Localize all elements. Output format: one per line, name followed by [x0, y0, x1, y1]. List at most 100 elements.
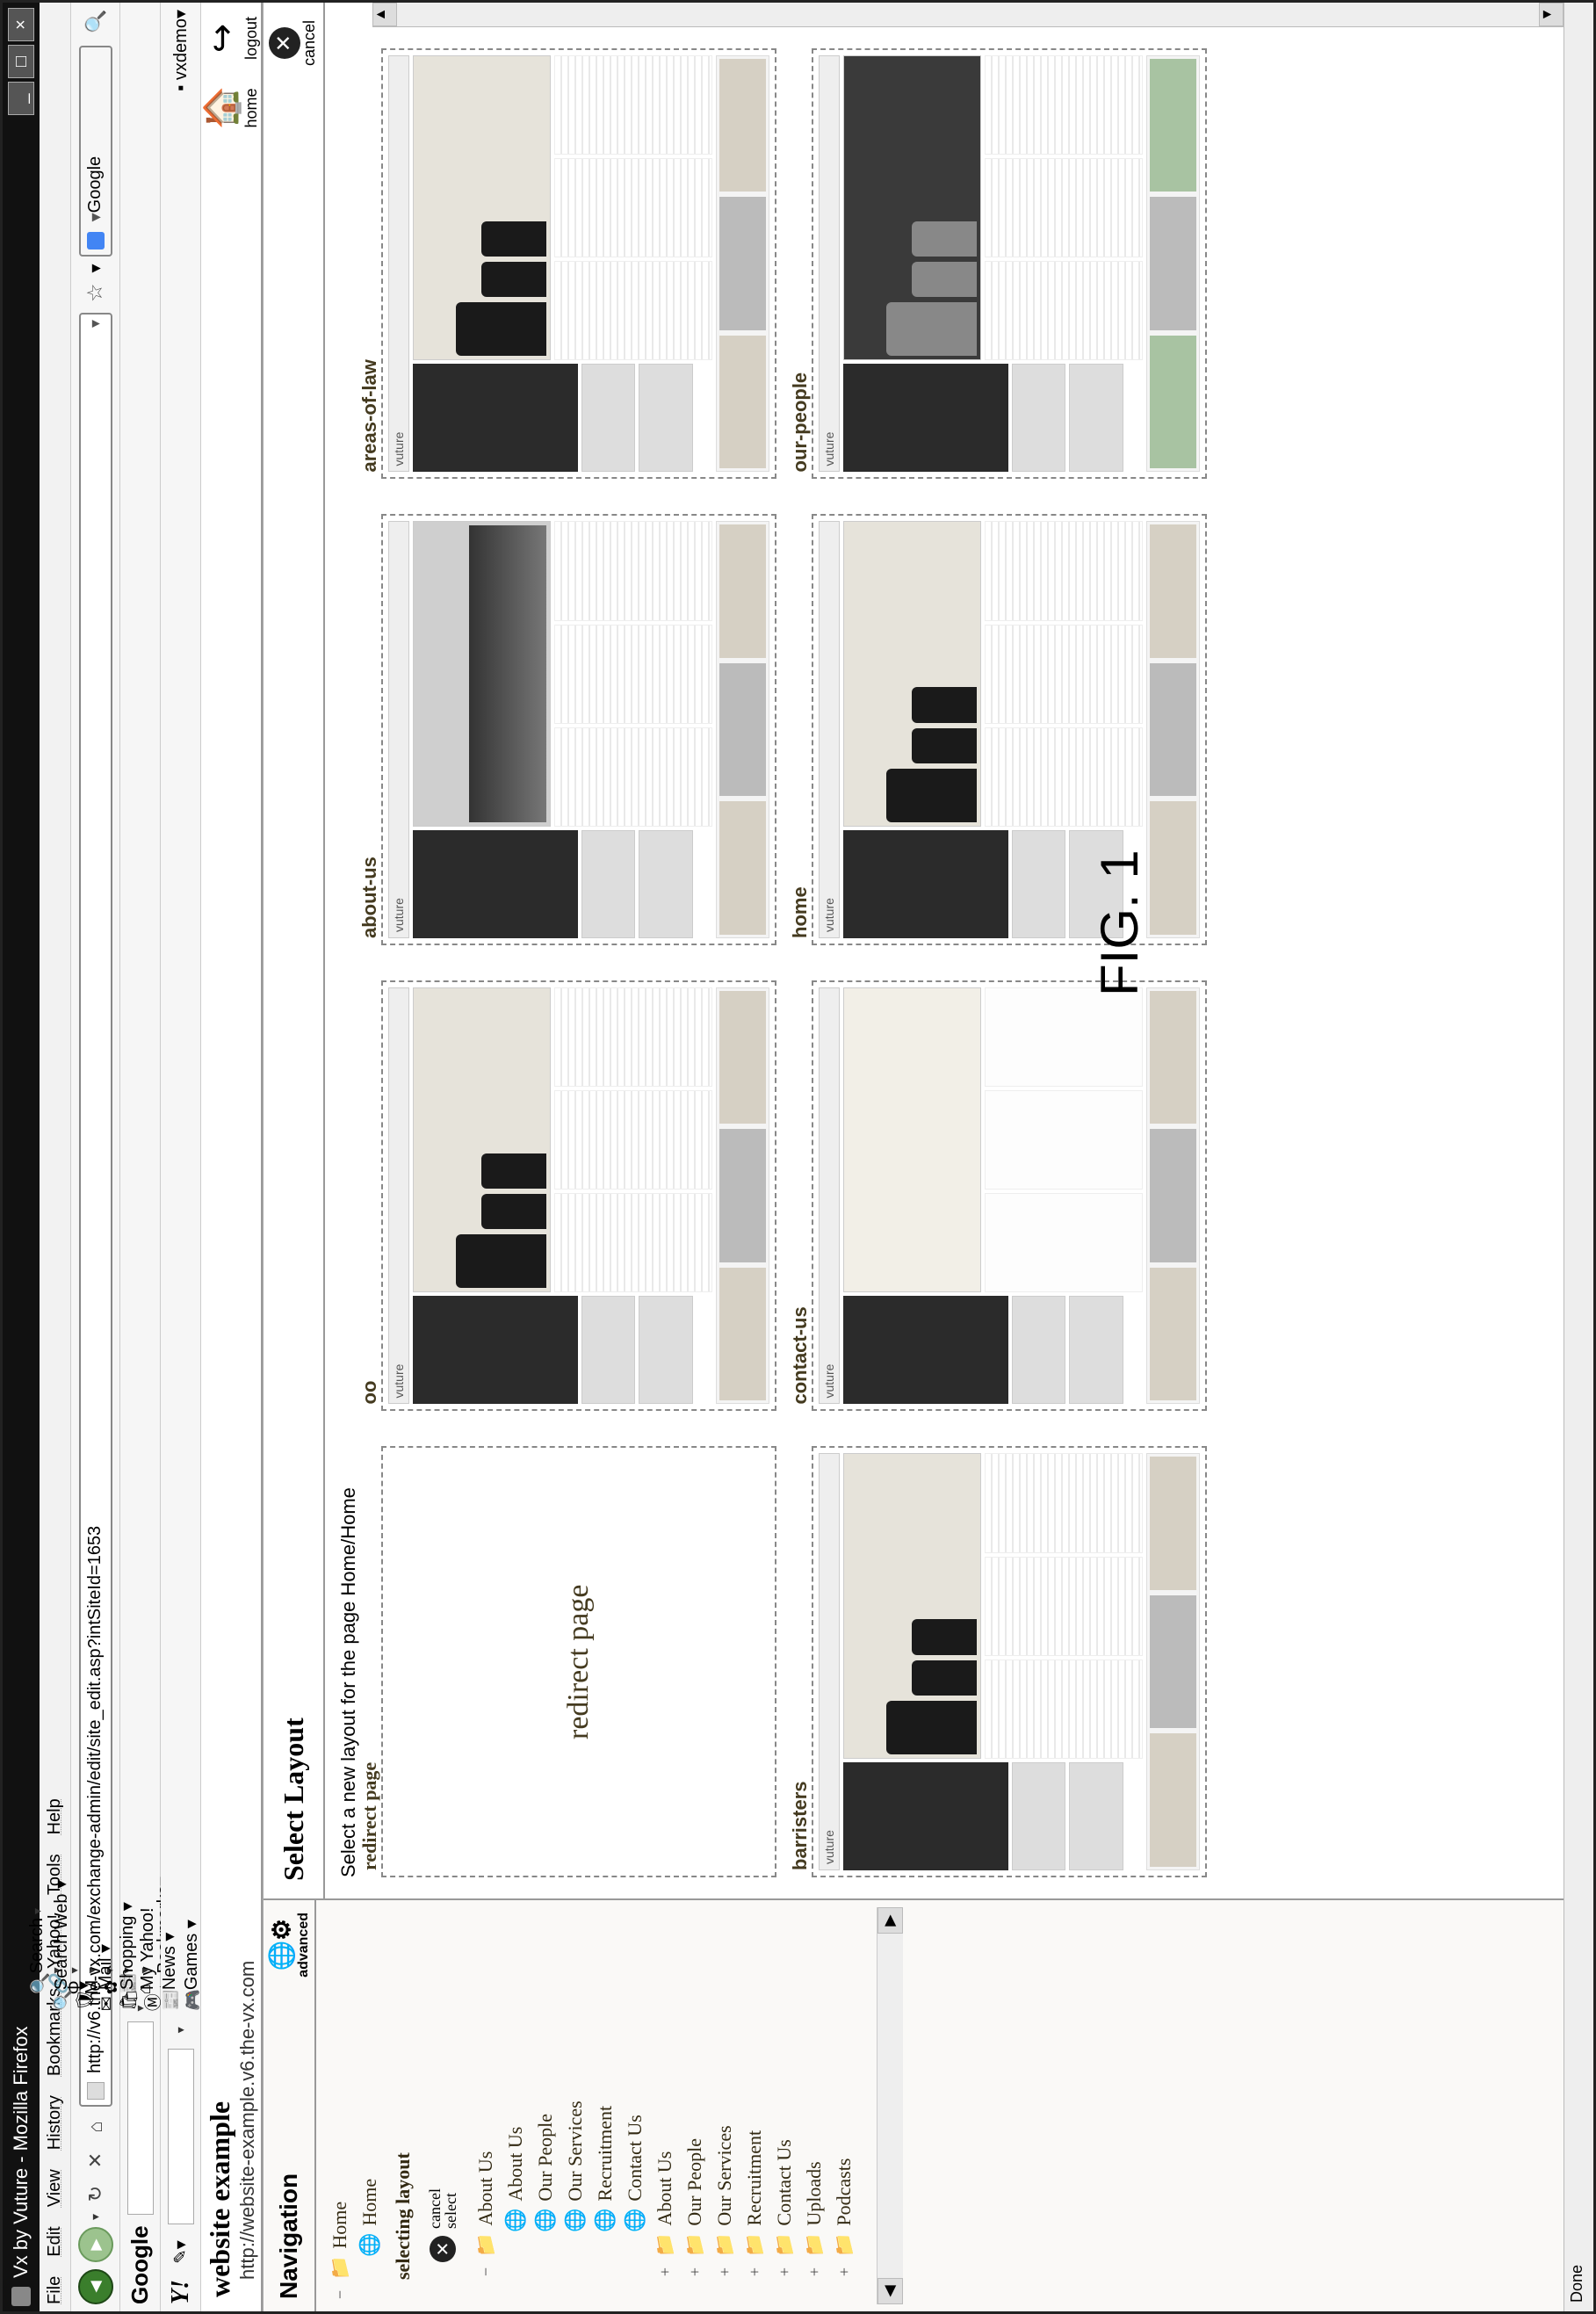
- toolbar-icon: 📰: [160, 1993, 177, 2011]
- toolbar-icon: 🛡: [74, 1993, 91, 2011]
- layout-thumbnail: vuture: [813, 982, 1205, 1410]
- yahoo-tb-item-4[interactable]: ⓂMy Yahoo!: [138, 1880, 158, 2011]
- world-icon: 🌐: [504, 2209, 527, 2232]
- tree-node-our-people[interactable]: 🌐Our People: [531, 1907, 560, 2304]
- layout-option-barristers[interactable]: barristersvuture: [812, 1447, 1207, 1878]
- layout-label: home: [789, 886, 812, 938]
- site-title: website example: [204, 1961, 236, 2297]
- yahoo-logo: Y!: [167, 2280, 195, 2304]
- expand-icon[interactable]: +: [805, 2264, 824, 2280]
- toolbar-icon: 🔍: [52, 1993, 69, 2011]
- layout-option-redirect-page[interactable]: redirect pageredirect page: [381, 1447, 776, 1878]
- expand-icon[interactable]: +: [656, 2264, 675, 2280]
- layout-label: oo: [358, 1381, 381, 1405]
- url-bar[interactable]: http://v6.the-vx.com/exchange-admin/edit…: [79, 313, 112, 2107]
- tree-node-recruitment[interactable]: 🌐Recruitment: [590, 1907, 620, 2304]
- thumb-logo: vuture: [388, 522, 409, 939]
- logout-action[interactable]: ↪ logout: [202, 17, 261, 60]
- toolbar-icon: 🛍: [118, 1993, 135, 2011]
- google-search-input[interactable]: [127, 2021, 154, 2215]
- tree-node-about-us[interactable]: +📁About Us: [650, 1907, 680, 2304]
- layout-option-oo[interactable]: oovuture: [381, 980, 776, 1412]
- yahoo-account[interactable]: ▪ vxdemo▾: [170, 10, 191, 91]
- menu-history[interactable]: History: [45, 2095, 65, 2150]
- main-scrollbar[interactable]: ▲▼: [372, 3, 1564, 27]
- tree-node-our-services[interactable]: 🌐Our Services: [560, 1907, 590, 2304]
- panel-title: Select Layout: [278, 1717, 310, 1881]
- bookmark-star-icon[interactable]: ☆: [83, 283, 108, 302]
- maximize-button[interactable]: □: [8, 45, 34, 78]
- menu-edit[interactable]: Edit: [45, 2226, 65, 2256]
- tree-node-home[interactable]: 🌐Home: [355, 1907, 385, 2304]
- home-action[interactable]: 🏠 home: [201, 86, 261, 130]
- layout-option-our-people[interactable]: our-peoplevuture: [812, 48, 1207, 480]
- layout-grid: redirect pageredirect pageoovutureabout-…: [372, 27, 1564, 1898]
- history-dropdown[interactable]: ▾: [88, 2214, 103, 2220]
- close-icon: ✕: [430, 2236, 456, 2262]
- back-button[interactable]: ◄: [78, 2269, 113, 2304]
- yahoo-tb-item-2[interactable]: ✉Mail ▾: [94, 1880, 116, 2011]
- tree-node-uploads[interactable]: +📁Uploads: [799, 1907, 829, 2304]
- reload-button[interactable]: ↻: [83, 2180, 109, 2207]
- search-go-icon[interactable]: 🔍: [84, 10, 107, 33]
- thumb-logo: vuture: [819, 1454, 840, 1871]
- layout-option-about-us[interactable]: about-usvuture: [381, 515, 776, 946]
- tree-node-contact-us[interactable]: +📁Contact Us: [769, 1907, 799, 2304]
- tree-horizontal-scrollbar[interactable]: ◄►: [877, 1907, 903, 2304]
- google-logo: Google: [126, 2225, 154, 2304]
- url-dropdown[interactable]: ▾: [86, 320, 105, 328]
- folder-icon: 📁: [743, 2233, 766, 2257]
- yahoo-tb-item-0[interactable]: 🔍Search Web ▾: [50, 1880, 72, 2011]
- minimize-button[interactable]: _: [8, 82, 34, 115]
- expand-icon[interactable]: +: [746, 2264, 764, 2280]
- stop-button[interactable]: ✕: [83, 2147, 109, 2173]
- toolbar-icon: 🔍: [29, 1977, 47, 1994]
- layout-option-areas-of-law[interactable]: areas-of-lawvuture: [381, 48, 776, 480]
- layout-label: redirect page: [358, 1762, 381, 1870]
- cancel-select-button[interactable]: ✕cancelselect: [422, 1907, 471, 2304]
- layout-thumbnail: vuture: [813, 1449, 1205, 1877]
- google-tb-item-0[interactable]: 🔍Search ▾: [27, 1867, 47, 1994]
- menu-file[interactable]: File: [45, 2276, 65, 2304]
- figure-caption: FIG. 1: [1089, 850, 1150, 996]
- expand-icon[interactable]: +: [776, 2264, 794, 2280]
- close-icon: ✕: [269, 27, 300, 59]
- home-icon: 🏠: [201, 86, 242, 130]
- yahoo-tb-item-3[interactable]: 🛍Shopping ▾: [116, 1880, 138, 2011]
- layout-option-contact-us[interactable]: contact-usvuture: [812, 980, 1207, 1412]
- menu-view[interactable]: View: [45, 2169, 65, 2207]
- tree-node-our-people[interactable]: +📁Our People: [680, 1907, 710, 2304]
- tree-node-podcasts[interactable]: +📁Podcasts: [829, 1907, 859, 2304]
- expand-icon[interactable]: +: [686, 2264, 704, 2280]
- yahoo-tb-item-1[interactable]: 🛡▾: [72, 1880, 94, 2011]
- yahoo-edit-icon[interactable]: ✎▾: [170, 2240, 191, 2264]
- thumb-logo: vuture: [819, 55, 840, 473]
- cancel-button[interactable]: ✕ cancel: [269, 20, 319, 66]
- menu-help[interactable]: Help: [45, 1798, 65, 1834]
- tree-node-about-us[interactable]: 🌐About Us: [501, 1907, 531, 2304]
- folder-icon: 📁: [773, 2233, 796, 2257]
- expand-icon[interactable]: −: [477, 2264, 495, 2280]
- forward-button[interactable]: ►: [78, 2227, 113, 2262]
- tree-node-recruitment[interactable]: +📁Recruitment: [740, 1907, 769, 2304]
- expand-icon[interactable]: −: [331, 2287, 350, 2303]
- browser-search-box[interactable]: ▾ Google: [79, 46, 112, 257]
- yahoo-tb-item-5[interactable]: 📰News ▾: [158, 1880, 180, 2011]
- tree-node-our-services[interactable]: +📁Our Services: [710, 1907, 740, 2304]
- toolbar-icon: 🎮: [182, 1993, 199, 2011]
- navigation-sidebar: Navigation 🌐⚙ advanced −📁Home🌐Homeselect…: [264, 1898, 1564, 2311]
- tree-node-contact-us[interactable]: 🌐Contact Us: [620, 1907, 650, 2304]
- expand-icon[interactable]: +: [835, 2264, 854, 2280]
- expand-icon[interactable]: +: [716, 2264, 734, 2280]
- window-title: Vx by Vuture - Mozilla Firefox: [10, 2027, 32, 2279]
- browser-status-bar: Done: [1564, 3, 1593, 2311]
- tree-node-about-us[interactable]: −📁About Us: [471, 1907, 501, 2304]
- home-button[interactable]: ⌂: [83, 2114, 109, 2140]
- folder-icon: 📁: [474, 2233, 497, 2257]
- layout-label: areas-of-law: [358, 359, 381, 472]
- yahoo-tb-item-6[interactable]: 🎮Games ▾: [180, 1880, 202, 2011]
- yahoo-search-input[interactable]: [168, 2049, 194, 2224]
- tree-node-home[interactable]: −📁Home: [325, 1907, 355, 2304]
- close-button[interactable]: ×: [8, 8, 34, 41]
- advanced-button[interactable]: 🌐⚙ advanced: [267, 1913, 312, 1978]
